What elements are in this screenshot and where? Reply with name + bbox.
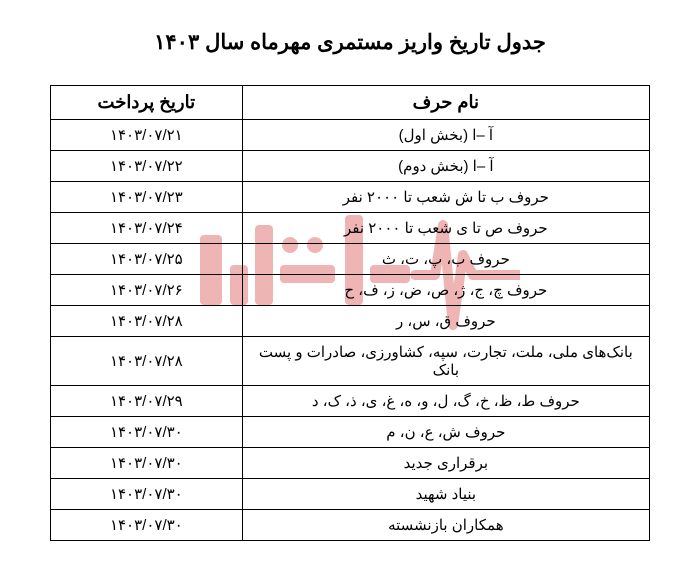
cell-letter: حروف ص تا ی شعب تا ۲۰۰۰ نفر	[242, 213, 649, 244]
table-row: حروف ش، ع، ن، م۱۴۰۳/۰۷/۳۰	[51, 417, 650, 448]
table-header-row: نام حرف تاریخ پرداخت	[51, 86, 650, 120]
cell-date: ۱۴۰۳/۰۷/۲۳	[51, 182, 243, 213]
table-row: حروف ب تا ش شعب تا ۲۰۰۰ نفر۱۴۰۳/۰۷/۲۳	[51, 182, 650, 213]
cell-date: ۱۴۰۳/۰۷/۲۵	[51, 244, 243, 275]
cell-letter: آ –ا (بخش اول)	[242, 120, 649, 151]
table-row: حروف ق، س، ر۱۴۰۳/۰۷/۲۸	[51, 306, 650, 337]
cell-date: ۱۴۰۳/۰۷/۲۶	[51, 275, 243, 306]
table-row: آ –ا (بخش اول)۱۴۰۳/۰۷/۲۱	[51, 120, 650, 151]
payment-schedule-table: نام حرف تاریخ پرداخت آ –ا (بخش اول)۱۴۰۳/…	[50, 85, 650, 541]
cell-date: ۱۴۰۳/۰۷/۳۰	[51, 510, 243, 541]
cell-letter: حروف ب، پ، ت، ث	[242, 244, 649, 275]
table-row: بانک‌های ملی، ملت، تجارت، سپه، کشاورزی، …	[51, 337, 650, 386]
table-row: حروف ب، پ، ت، ث۱۴۰۳/۰۷/۲۵	[51, 244, 650, 275]
cell-letter: حروف ب تا ش شعب تا ۲۰۰۰ نفر	[242, 182, 649, 213]
cell-letter: بنیاد شهید	[242, 479, 649, 510]
cell-date: ۱۴۰۳/۰۷/۲۴	[51, 213, 243, 244]
cell-letter: برقراری جدید	[242, 448, 649, 479]
cell-date: ۱۴۰۳/۰۷/۲۲	[51, 151, 243, 182]
table-row: حروف ص تا ی شعب تا ۲۰۰۰ نفر۱۴۰۳/۰۷/۲۴	[51, 213, 650, 244]
cell-letter: همکاران بازنشسته	[242, 510, 649, 541]
cell-letter: حروف ق، س، ر	[242, 306, 649, 337]
header-date: تاریخ پرداخت	[51, 86, 243, 120]
cell-date: ۱۴۰۳/۰۷/۳۰	[51, 448, 243, 479]
table-row: آ –ا (بخش دوم)۱۴۰۳/۰۷/۲۲	[51, 151, 650, 182]
cell-letter: حروف چ، ج، ژ، ص، ض، ز، ف، ح	[242, 275, 649, 306]
cell-date: ۱۴۰۳/۰۷/۲۸	[51, 306, 243, 337]
table-row: حروف ط، ظ، خ، گ، ل، و، ه، غ، ی، ذ، ک، د۱…	[51, 386, 650, 417]
header-letter: نام حرف	[242, 86, 649, 120]
cell-letter: بانک‌های ملی، ملت، تجارت، سپه، کشاورزی، …	[242, 337, 649, 386]
cell-letter: حروف ط، ظ، خ، گ، ل، و، ه، غ، ی، ذ، ک، د	[242, 386, 649, 417]
table-row: همکاران بازنشسته۱۴۰۳/۰۷/۳۰	[51, 510, 650, 541]
cell-date: ۱۴۰۳/۰۷/۳۰	[51, 479, 243, 510]
page-title: جدول تاریخ واریز مستمری مهرماه سال ۱۴۰۳	[50, 30, 650, 55]
cell-date: ۱۴۰۳/۰۷/۲۱	[51, 120, 243, 151]
cell-letter: حروف ش، ع، ن، م	[242, 417, 649, 448]
cell-letter: آ –ا (بخش دوم)	[242, 151, 649, 182]
table-row: برقراری جدید۱۴۰۳/۰۷/۳۰	[51, 448, 650, 479]
cell-date: ۱۴۰۳/۰۷/۲۹	[51, 386, 243, 417]
table-row: حروف چ، ج، ژ، ص، ض، ز، ف، ح۱۴۰۳/۰۷/۲۶	[51, 275, 650, 306]
table-row: بنیاد شهید۱۴۰۳/۰۷/۳۰	[51, 479, 650, 510]
cell-date: ۱۴۰۳/۰۷/۳۰	[51, 417, 243, 448]
cell-date: ۱۴۰۳/۰۷/۲۸	[51, 337, 243, 386]
